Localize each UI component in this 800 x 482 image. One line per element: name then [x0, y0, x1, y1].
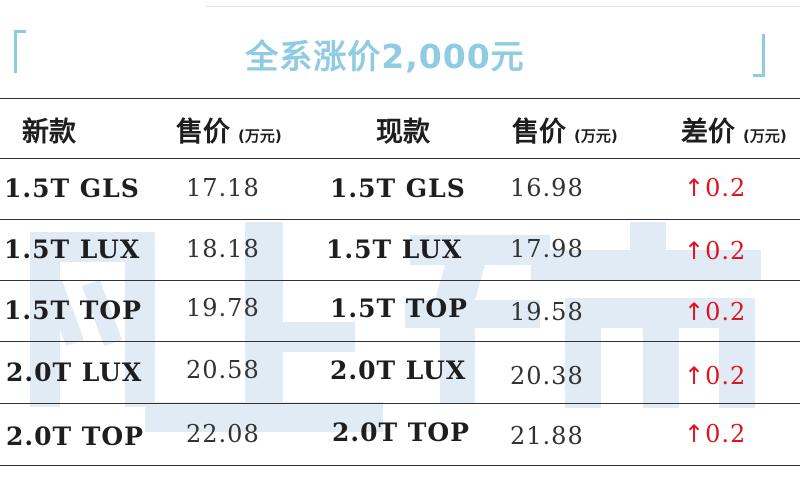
new-price-cell: 17.18	[186, 174, 260, 202]
current-model-cell: 1.5T TOP	[330, 294, 468, 323]
new-model-cell: 1.5T LUX	[4, 235, 141, 264]
price-difference-cell: ↑0.2	[684, 362, 746, 390]
header-new-price: 售价 (万元)	[176, 110, 282, 149]
header-current-price: 售价 (万元)	[512, 110, 618, 149]
title-banner: 全系涨价2,000元	[0, 0, 800, 98]
difference-value: 0.2	[705, 174, 747, 202]
price-difference-cell: ↑0.2	[684, 174, 746, 202]
price-difference-cell: ↑0.2	[684, 420, 746, 448]
header-new-model: 新款	[22, 117, 76, 148]
new-price-cell: 20.58	[186, 356, 260, 384]
current-price-cell: 19.58	[510, 298, 584, 326]
row-divider	[0, 219, 800, 220]
row-divider	[0, 341, 800, 342]
table-top-border	[0, 98, 800, 99]
up-arrow-icon: ↑	[684, 420, 706, 448]
difference-value: 0.2	[705, 237, 747, 265]
header-difference: 差价 (万元)	[681, 110, 787, 149]
current-price-cell: 20.38	[510, 362, 584, 390]
current-model-cell: 1.5T LUX	[326, 235, 463, 264]
up-arrow-icon: ↑	[684, 298, 706, 326]
up-arrow-icon: ↑	[684, 174, 706, 202]
header-new-price-unit: (万元)	[238, 127, 282, 145]
header-bottom-border	[0, 158, 800, 159]
header-new-price-label: 售价	[176, 117, 230, 148]
row-divider	[0, 280, 800, 281]
current-price-cell: 16.98	[510, 174, 584, 202]
row-divider	[0, 403, 800, 404]
up-arrow-icon: ↑	[684, 237, 706, 265]
new-price-cell: 19.78	[186, 294, 260, 322]
table-bottom-border	[0, 465, 800, 466]
new-price-cell: 18.18	[186, 235, 260, 263]
right-corner-bracket	[753, 34, 765, 77]
new-model-cell: 2.0T LUX	[6, 358, 143, 387]
new-price-cell: 22.08	[186, 420, 260, 448]
header-current-price-unit: (万元)	[574, 127, 618, 145]
current-price-cell: 17.98	[510, 235, 584, 263]
page-title: 全系涨价2,000元	[245, 37, 525, 76]
current-price-cell: 21.88	[510, 422, 584, 450]
difference-value: 0.2	[705, 420, 747, 448]
difference-value: 0.2	[705, 362, 747, 390]
new-model-cell: 1.5T TOP	[4, 296, 142, 325]
price-difference-cell: ↑0.2	[684, 237, 746, 265]
up-arrow-icon: ↑	[684, 362, 706, 390]
current-model-cell: 1.5T GLS	[330, 174, 466, 203]
difference-value: 0.2	[705, 298, 747, 326]
header-current-model: 现款	[376, 117, 430, 148]
current-model-cell: 2.0T LUX	[330, 356, 467, 385]
header-difference-label: 差价	[681, 117, 735, 148]
new-model-cell: 2.0T TOP	[6, 422, 144, 451]
new-model-cell: 1.5T GLS	[4, 174, 140, 203]
header-current-price-label: 售价	[512, 117, 566, 148]
header-difference-unit: (万元)	[743, 127, 787, 145]
left-corner-bracket	[14, 30, 26, 73]
top-divider	[205, 6, 800, 7]
current-model-cell: 2.0T TOP	[332, 418, 470, 447]
price-difference-cell: ↑0.2	[684, 298, 746, 326]
